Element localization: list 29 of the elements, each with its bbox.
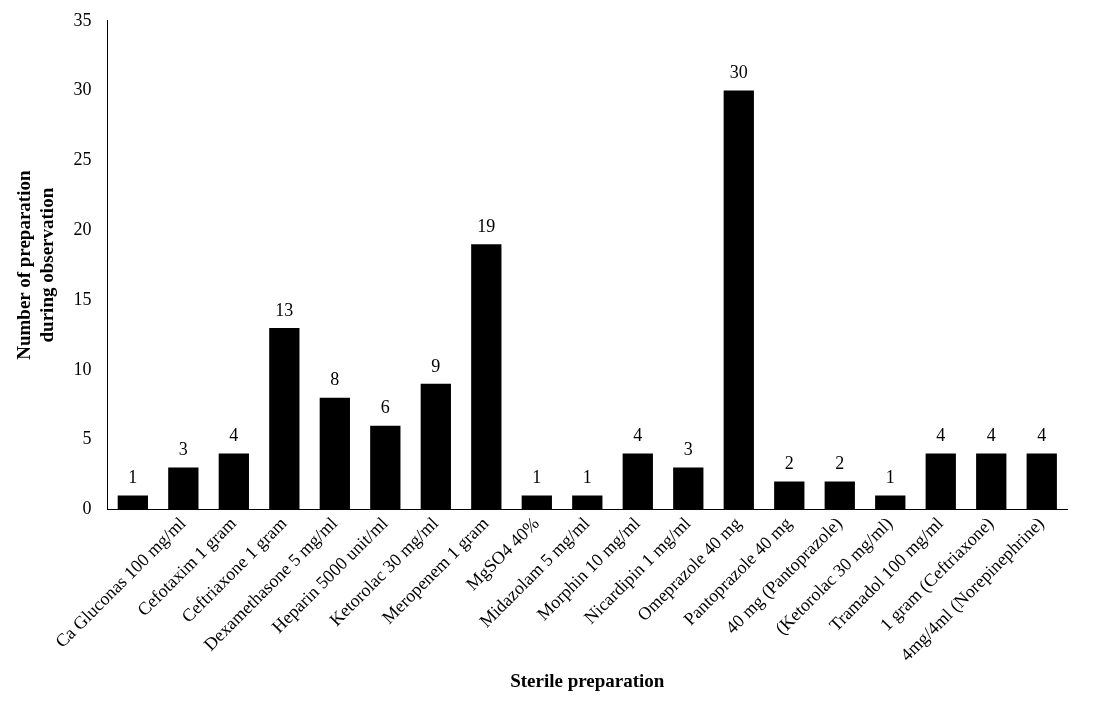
data-label: 4: [1037, 425, 1047, 446]
data-label: 9: [431, 355, 441, 376]
y-tick-label: 20: [73, 218, 92, 239]
y-tick-label: 10: [73, 358, 92, 379]
data-label: 1: [532, 467, 542, 488]
y-tick-label: 35: [73, 9, 92, 30]
y-tick-label: 15: [73, 288, 92, 309]
y-axis-title: Number of preparation during observation: [13, 170, 58, 360]
y-tick-label: 25: [73, 149, 92, 170]
data-label: 4: [986, 425, 996, 446]
x-axis-title: Sterile preparation: [510, 669, 665, 691]
data-label: 3: [683, 439, 693, 460]
data-label: 2: [784, 453, 794, 474]
data-label: 1: [582, 467, 592, 488]
data-label: 13: [275, 299, 294, 320]
data-label: 4: [936, 425, 946, 446]
data-label: 4: [229, 425, 239, 446]
data-label: 2: [835, 453, 845, 474]
y-tick-label: 30: [73, 79, 92, 100]
data-label: 1: [128, 467, 138, 488]
data-label: 4: [633, 425, 643, 446]
data-label: 6: [380, 397, 390, 418]
y-tick-label: 5: [82, 428, 92, 449]
data-label: 8: [330, 369, 340, 390]
y-tick-label: 0: [82, 498, 92, 519]
data-label: 30: [729, 62, 748, 83]
data-label: 3: [178, 439, 188, 460]
data-label: 19: [477, 215, 496, 236]
data-label: 1: [885, 467, 895, 488]
